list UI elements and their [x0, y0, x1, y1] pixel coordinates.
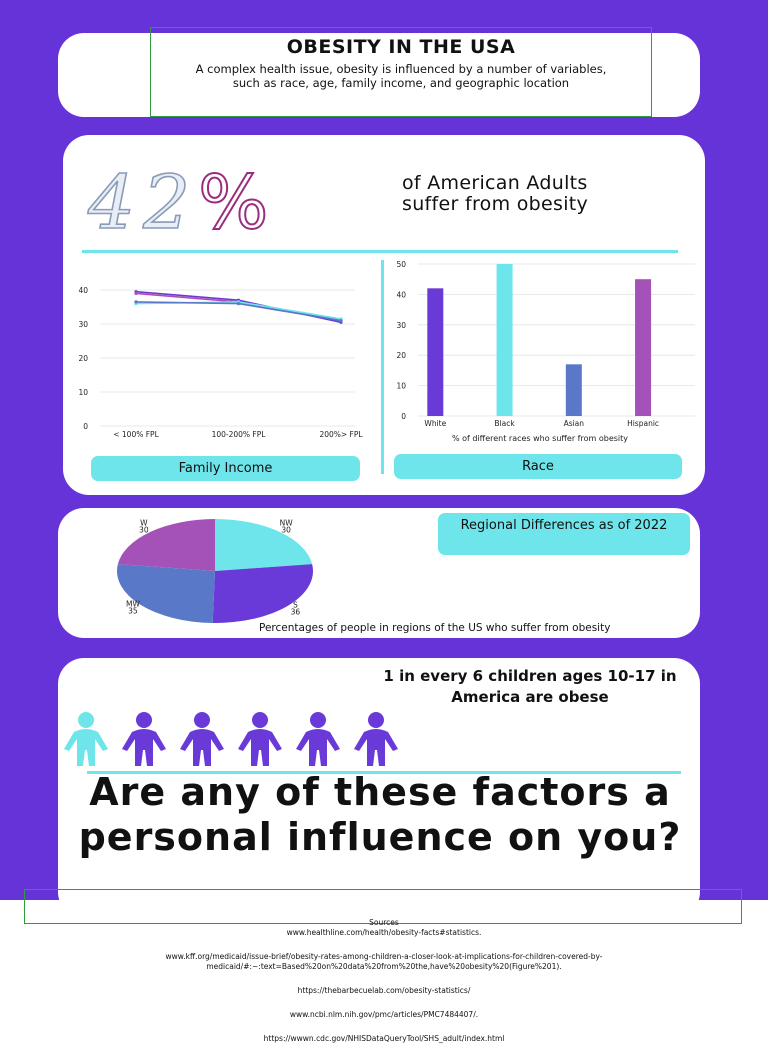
people-icons: [64, 712, 398, 766]
source-link[interactable]: https://thebarbecuelab.com/obesity-stati…: [297, 986, 471, 995]
page-title: OBESITY IN THE USA: [286, 36, 516, 58]
adult-obesity-percent: 42%: [87, 159, 277, 247]
pie-slice: [215, 519, 313, 571]
person-icon: [64, 712, 108, 766]
sources-box: [24, 889, 742, 924]
pie-value: 30: [139, 525, 149, 534]
adult-text-line1: of American Adults: [402, 172, 588, 194]
percent-sign: %: [197, 159, 277, 247]
pie-label: MW: [126, 600, 140, 609]
y-tick-label: 40: [396, 290, 406, 299]
pie-value: 36: [291, 608, 301, 617]
source-link[interactable]: www.kff.org/medicaid/issue-brief/obesity…: [165, 952, 603, 971]
data-point: [134, 300, 138, 304]
question-text: Are any of these factors a personal infl…: [78, 770, 682, 859]
person-icon: [354, 712, 398, 766]
sources-heading: Sources: [369, 918, 399, 927]
header-card: [58, 33, 700, 117]
y-tick-label: 30: [396, 321, 406, 330]
page-subtitle: A complex health issue, obesity is influ…: [195, 62, 607, 90]
x-tick-label: < 100% FPL: [113, 430, 159, 439]
race-bar-chart: 0 10 20 30 40 50 White Black Asian Hispanic % of d…: [396, 260, 695, 443]
y-tick-label: 0: [83, 422, 88, 431]
sources: Sources www.healthline.com/health/obesit…: [0, 918, 768, 1058]
data-point: [339, 319, 343, 323]
bar: [427, 288, 444, 416]
divider-line: [82, 250, 678, 253]
person-icon: [122, 712, 166, 766]
source-link[interactable]: www.ncbi.nlm.nih.gov/pmc/articles/PMC748…: [289, 1010, 479, 1019]
header-box: OBESITY IN THE USA A complex health issu…: [150, 27, 652, 117]
y-tick-label: 30: [78, 320, 88, 329]
x-tick-label: 100-200% FPL: [212, 430, 267, 439]
vertical-divider: [381, 260, 384, 474]
x-tick-label: Asian: [564, 419, 585, 428]
source-link[interactable]: https://wwwn.cdc.gov/NHISDataQueryTool/S…: [263, 1034, 505, 1043]
bar: [496, 264, 513, 416]
y-tick-label: 0: [401, 412, 406, 421]
regional-caption: Percentages of people in regions of the …: [259, 622, 611, 634]
x-tick-label: White: [424, 419, 446, 428]
big-number: 42: [87, 159, 199, 247]
person-icon: [238, 712, 282, 766]
y-tick-label: 10: [78, 388, 88, 397]
pie-slice: [116, 564, 215, 623]
family-income-line-chart: 0 10 20 30 40 < 100% FPL 100-200% FPL 200%> FPL: [78, 286, 363, 439]
y-tick-label: 20: [78, 354, 88, 363]
regional-heading: Regional Differences as of 2022: [438, 513, 690, 555]
pie-slice: [212, 564, 313, 623]
x-axis-label: % of different races who suffer from obe…: [452, 434, 628, 443]
pie-value: 35: [128, 607, 138, 616]
adult-text-line2: suffer from obesity: [402, 193, 589, 215]
children-divider: [87, 771, 681, 774]
children-card: [58, 658, 700, 918]
bar: [565, 364, 582, 416]
race-button[interactable]: Race: [394, 454, 682, 479]
children-stat: 1 in every 6 children ages 10-17 in Amer…: [383, 667, 677, 706]
pie-slice: [117, 519, 215, 571]
x-tick-label: Hispanic: [627, 419, 659, 428]
source-link[interactable]: www.healthline.com/health/obesity-facts#…: [286, 928, 482, 937]
y-tick-label: 20: [396, 351, 406, 360]
data-point: [134, 291, 138, 295]
x-tick-label: 200%> FPL: [319, 430, 363, 439]
data-point: [236, 302, 241, 306]
x-tick-label: Black: [494, 419, 515, 428]
y-tick-label: 40: [78, 286, 88, 295]
person-icon: [296, 712, 340, 766]
y-tick-label: 50: [396, 260, 406, 269]
y-tick-label: 10: [396, 382, 406, 391]
stats-card: [63, 135, 705, 495]
pie-value: 30: [281, 525, 291, 534]
adult-obesity-text: of American Adults suffer from obesity: [402, 173, 588, 215]
pie-label: W: [140, 518, 148, 527]
pie-label: S: [293, 601, 298, 610]
pie-label: NW: [280, 518, 294, 527]
series-line: [135, 292, 342, 322]
bar: [635, 279, 652, 416]
family-income-button[interactable]: Family Income: [91, 456, 360, 481]
person-icon: [180, 712, 224, 766]
